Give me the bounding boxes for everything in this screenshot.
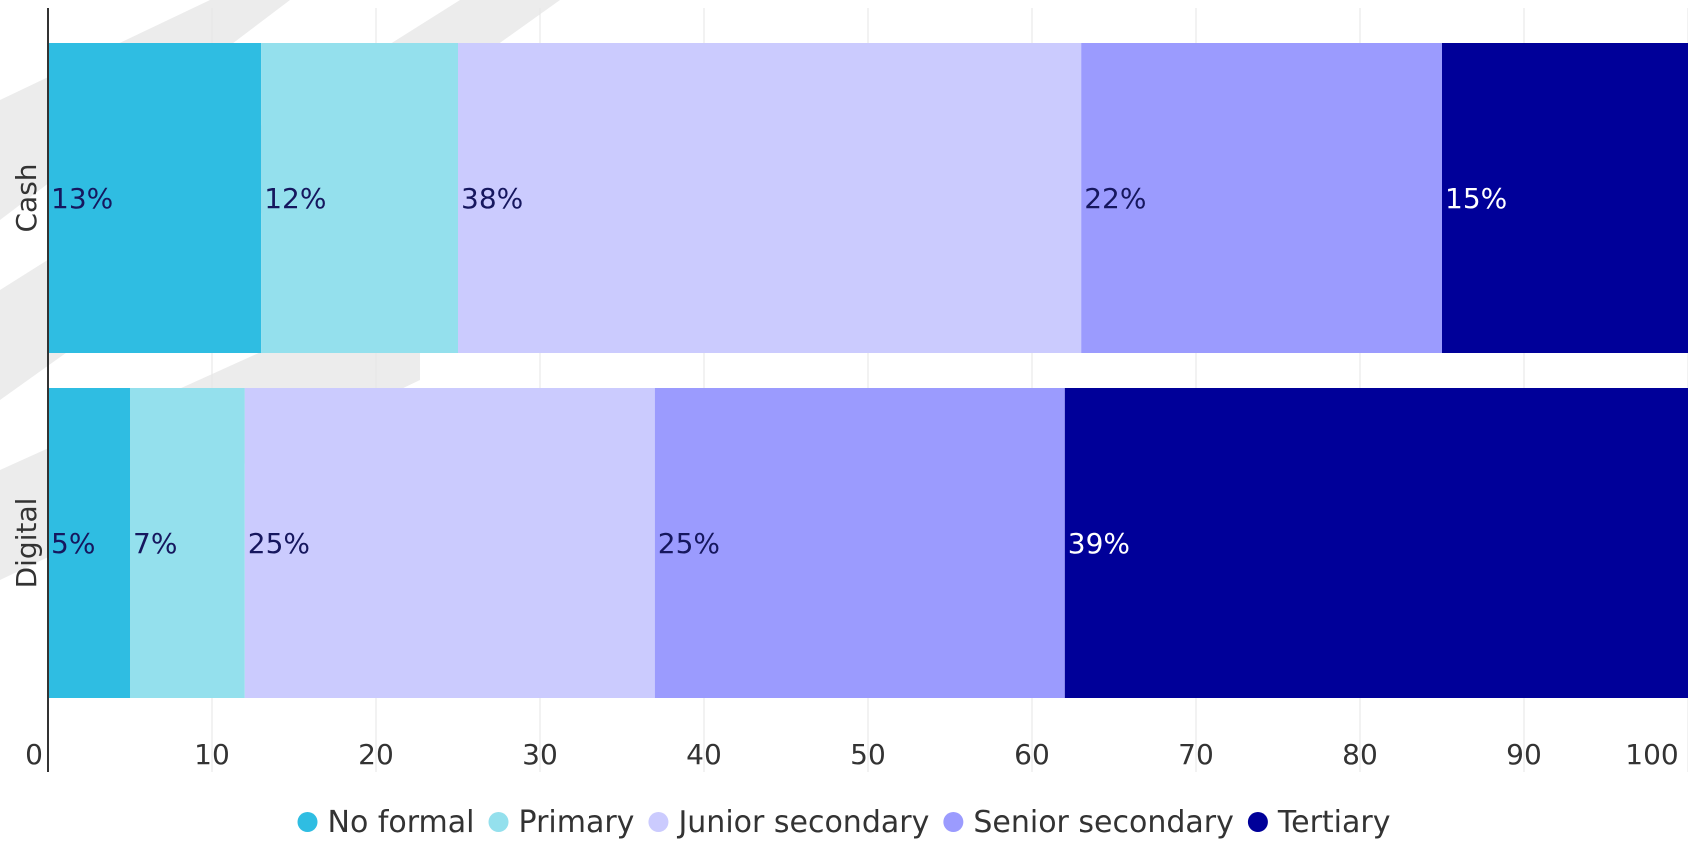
data-label: 7% (133, 527, 177, 560)
bar-segment (48, 43, 262, 353)
bar-segment (130, 388, 245, 698)
x-tick-label: 20 (358, 738, 394, 771)
x-tick-label: 60 (1014, 738, 1050, 771)
x-tick-label: 0 (25, 738, 43, 771)
legend-marker (943, 812, 964, 832)
x-tick-label: 40 (686, 738, 722, 771)
data-label: 15% (1445, 182, 1507, 215)
data-label: 22% (1084, 182, 1146, 215)
category-label: Cash (10, 163, 43, 232)
legend-marker (648, 812, 669, 832)
legend-label: No formal (328, 805, 475, 840)
legend-label: Tertiary (1277, 805, 1391, 840)
data-label: 25% (248, 527, 310, 560)
x-tick-label: 80 (1342, 738, 1378, 771)
data-label: 13% (51, 182, 113, 215)
legend-marker (488, 812, 509, 832)
data-label: 25% (658, 527, 720, 560)
bar-segment (458, 43, 1082, 353)
legend-marker (297, 812, 318, 832)
x-tick-label: 10 (194, 738, 230, 771)
category-label: Digital (10, 498, 43, 589)
bars: 13% 12% 38% 22% 15% Cash 5% 7% 25% 25% 39% Digital (10, 43, 1688, 698)
x-tick-label: 50 (850, 738, 886, 771)
bar-segment (1081, 43, 1442, 353)
legend-marker (1247, 812, 1268, 832)
bar-segment (1064, 388, 1688, 698)
bar-segment (48, 388, 130, 698)
bar-segment (261, 43, 458, 353)
data-label: 38% (461, 182, 523, 215)
bar-segment (654, 388, 1065, 698)
legend: No formal Primary Junior secondary Senior s… (297, 805, 1391, 840)
legend-label: Junior secondary (676, 805, 929, 840)
bar-segment (1442, 43, 1688, 353)
data-label: 5% (51, 527, 95, 560)
x-tick-label: 70 (1178, 738, 1214, 771)
axes: 0 10 20 30 40 50 60 70 80 90 100 (25, 8, 1679, 772)
data-label: 39% (1068, 527, 1130, 560)
data-label: 12% (264, 182, 326, 215)
x-tick-label: 90 (1506, 738, 1542, 771)
legend-label: Primary (519, 805, 635, 840)
x-tick-label: 100 (1625, 738, 1678, 771)
bar-segment (244, 388, 655, 698)
legend-label: Senior secondary (973, 805, 1234, 840)
x-tick-label: 30 (522, 738, 558, 771)
